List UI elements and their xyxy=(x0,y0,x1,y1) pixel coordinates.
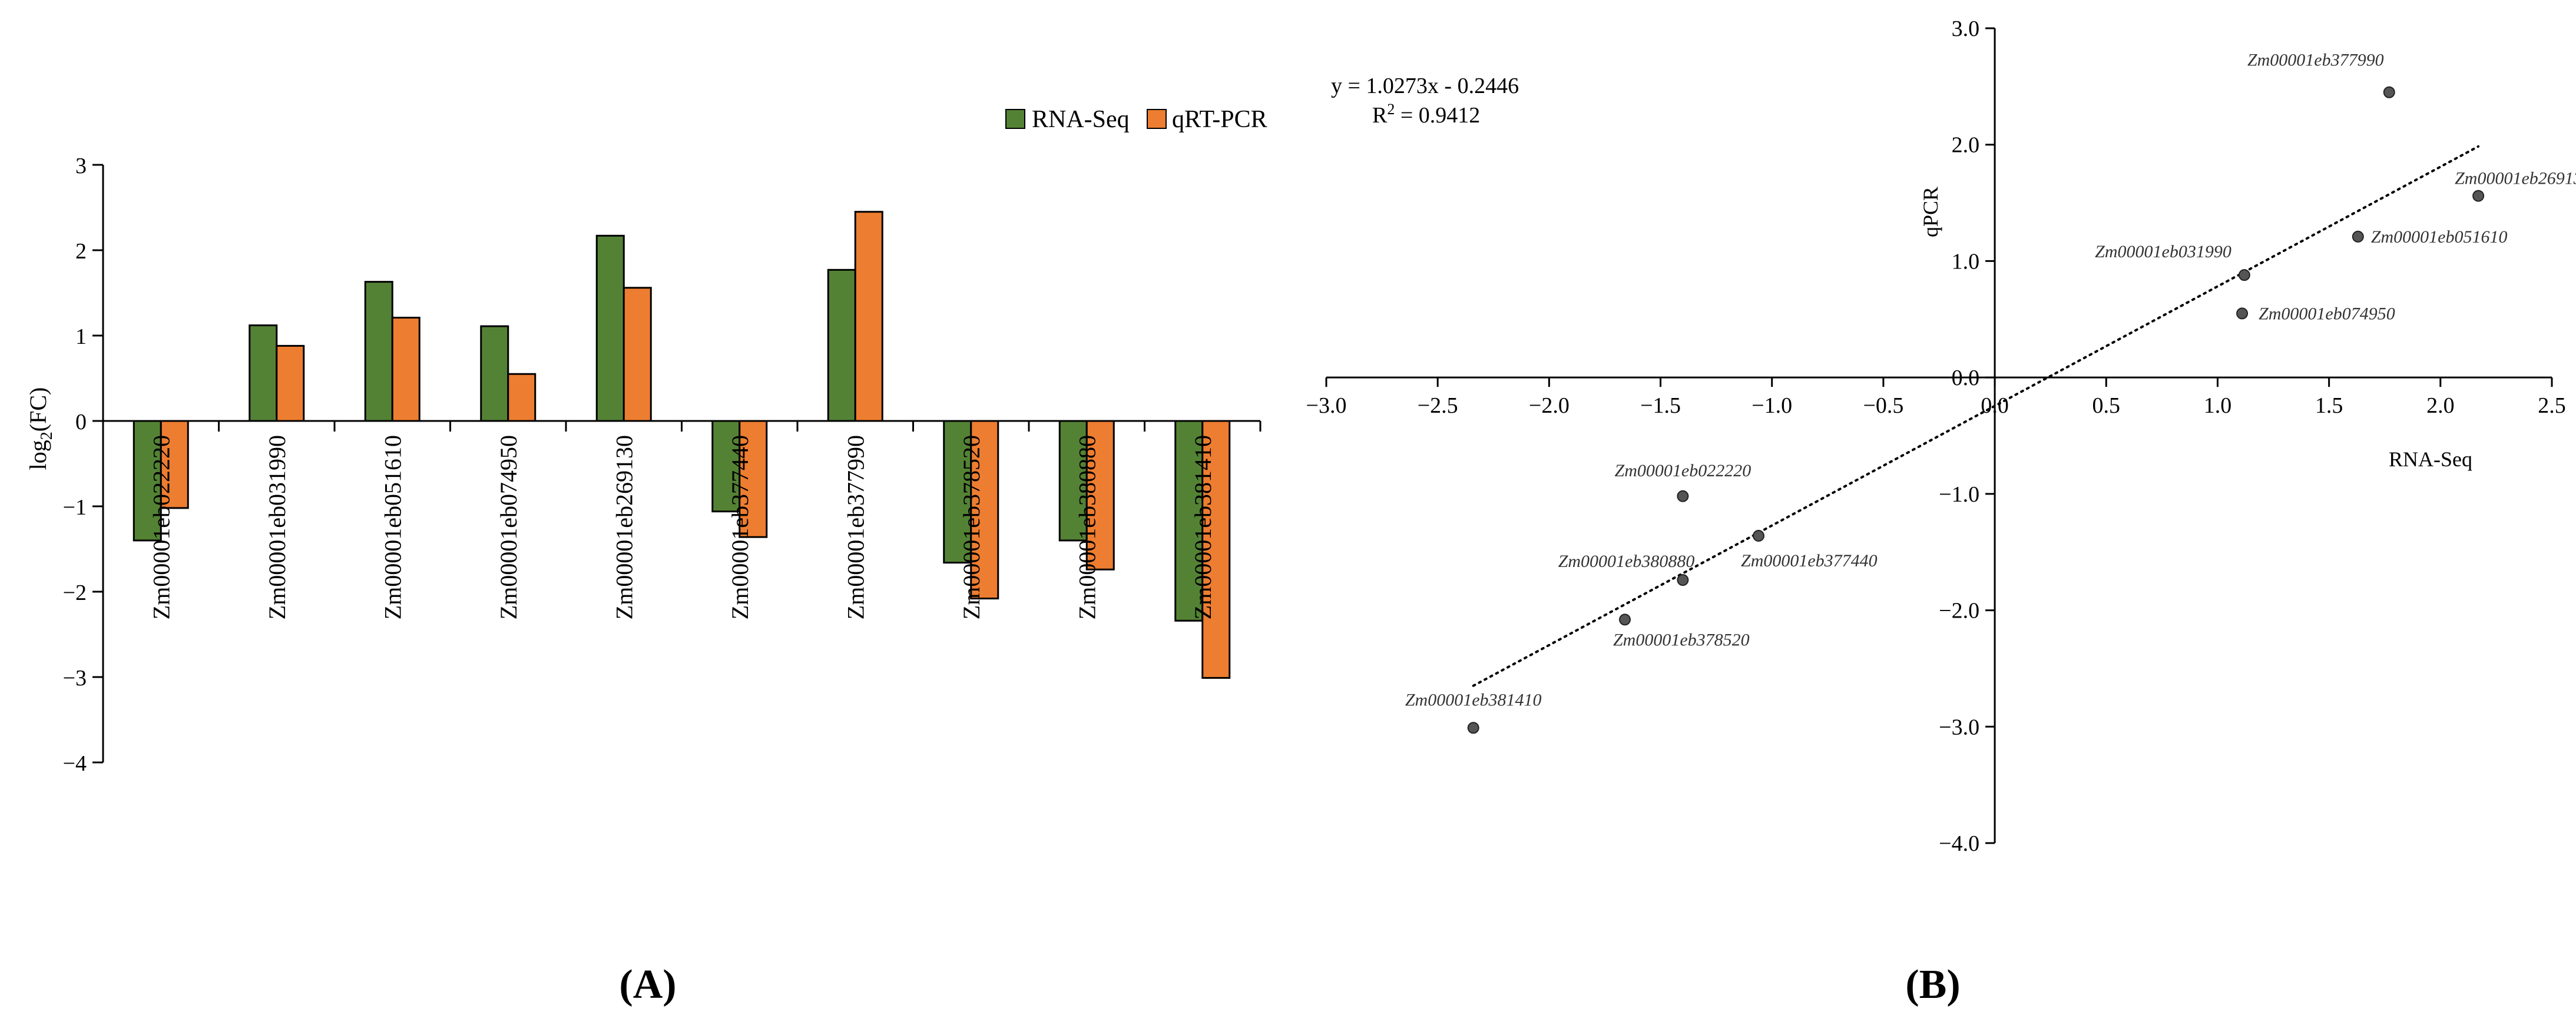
bar-y-tick-label: 2 xyxy=(75,239,87,264)
scatter-x-tick-label: 2.5 xyxy=(2538,393,2566,418)
scatter-x-tick-label: −2.5 xyxy=(1418,393,1458,418)
scatter-point-label: Zm00001eb074950 xyxy=(2259,304,2395,323)
scatter-x-tick-label: −1.0 xyxy=(1751,393,1792,418)
legend-swatch-qrt-pcr xyxy=(1147,109,1167,129)
bar-rna-seq-9 xyxy=(1174,420,1204,622)
bar-qrt-pcr-6 xyxy=(854,211,883,422)
bar-category-label: Zm00001eb051610 xyxy=(379,435,406,619)
scatter-x-axis-label: RNA-Seq xyxy=(2389,447,2472,471)
scatter-chart-panel: −3.0 −2.5 −2.0 −1.5 −1.0 −0.5 0.0 0.5 1.0 1.5 2.0 2… xyxy=(1306,16,2576,1007)
bar-qrt-pcr-2 xyxy=(391,317,420,422)
scatter-point xyxy=(2472,190,2485,202)
scatter-point-label: Zm00001eb022220 xyxy=(1615,461,1751,480)
scatter-point xyxy=(1619,613,1631,626)
scatter-y-tick-label: 0.0 xyxy=(1952,366,1980,390)
bar-rna-seq-4 xyxy=(595,234,625,422)
scatter-point-label: Zm00001eb377990 xyxy=(2247,51,2384,70)
scatter-y-tick-label: −4.0 xyxy=(1939,831,1979,856)
regression-trendline xyxy=(1472,145,2480,687)
bar-chart-y-axis-label: log2(FC) xyxy=(25,387,56,470)
scatter-x-tick-label: −0.5 xyxy=(1863,393,1903,418)
scatter-point xyxy=(1467,722,1479,734)
scatter-x-tick-label: 1.5 xyxy=(2315,393,2343,418)
bar-qrt-pcr-1 xyxy=(276,344,305,422)
bar-qrt-pcr-5 xyxy=(739,420,768,538)
bar-chart-panel: 3 2 1 0 −1 −2 −3 −4 Zm00001eb022220 Zm00001eb031… xyxy=(25,106,1267,1007)
scatter-x-tick-label: 2.0 xyxy=(2426,393,2455,418)
bar-qrt-pcr-9 xyxy=(1201,420,1231,679)
scatter-x-tick-label: 1.0 xyxy=(2204,393,2232,418)
scatter-chart-y-ticks: 3.0 2.0 1.0 0.0 −1.0 −2.0 −3.0 −4.0 xyxy=(1939,16,1995,856)
legend-swatch-rna-seq xyxy=(1005,109,1025,129)
scatter-chart-axes xyxy=(1326,28,2552,843)
scatter-y-tick-label: −2.0 xyxy=(1939,599,1979,623)
bar-y-tick-label: −3 xyxy=(63,666,87,691)
scatter-y-tick-label: 2.0 xyxy=(1952,133,1980,158)
scatter-y-tick-label: 3.0 xyxy=(1952,16,1980,41)
bar-qrt-pcr-4 xyxy=(623,287,652,422)
scatter-point-label: Zm00001eb269130 xyxy=(2455,169,2576,188)
scatter-point-label: Zm00001eb051610 xyxy=(2371,227,2508,247)
panel-label-a: (A) xyxy=(619,962,676,1007)
bar-category-label: Zm00001eb031990 xyxy=(264,435,290,619)
r-squared: R2 = 0.9412 xyxy=(1372,101,1480,128)
bar-chart-category-labels: Zm00001eb022220 Zm00001eb031990 Zm00001eb0… xyxy=(148,435,1216,619)
bar-category-label: Zm00001eb022220 xyxy=(148,435,174,619)
bar-chart-legend[interactable]: RNA-Seq qRT-PCR xyxy=(1005,106,1267,133)
bar-y-tick-label: 0 xyxy=(75,410,87,434)
bar-category-label: Zm00001eb269130 xyxy=(611,435,637,619)
scatter-y-axis-label: qPCR xyxy=(1919,187,1942,237)
legend-label-rna-seq: RNA-Seq xyxy=(1032,106,1130,133)
scatter-y-tick-label: 1.0 xyxy=(1952,249,1980,274)
bar-rna-seq-1 xyxy=(249,324,278,422)
scatter-y-tick-label: −1.0 xyxy=(1939,482,1979,507)
bar-category-ticks xyxy=(102,421,1261,432)
bar-category-label: Zm00001eb381410 xyxy=(1190,435,1216,619)
bar-chart-y-ticks: 3 2 1 0 −1 −2 −3 −4 xyxy=(63,154,103,776)
regression-equation: y = 1.0273x - 0.2446 xyxy=(1331,74,1519,98)
scatter-point xyxy=(1753,530,1765,542)
bar-qrt-pcr-8 xyxy=(1085,420,1115,570)
bar-rna-seq-3 xyxy=(480,325,509,422)
scatter-point xyxy=(2383,86,2395,98)
bar-rna-seq-6 xyxy=(827,268,856,422)
scatter-y-tick-label: −3.0 xyxy=(1939,715,1979,739)
scatter-x-tick-label: −2.0 xyxy=(1529,393,1570,418)
bar-category-label: Zm00001eb377990 xyxy=(842,435,869,619)
bar-category-label: Zm00001eb378520 xyxy=(958,435,985,619)
scatter-point xyxy=(2238,269,2250,281)
bar-y-tick-label: −2 xyxy=(63,580,87,605)
bar-y-tick-label: 3 xyxy=(75,154,87,178)
scatter-x-tick-label: −1.5 xyxy=(1640,393,1681,418)
scatter-point-label: Zm00001eb378520 xyxy=(1613,630,1750,649)
scatter-points: Zm00001eb377990 Zm00001eb269130 Zm00001eb0… xyxy=(1405,51,2576,734)
bar-rna-seq-7 xyxy=(943,420,972,564)
bar-qrt-pcr-3 xyxy=(507,373,537,422)
scatter-point-label: Zm00001eb380880 xyxy=(1558,552,1695,571)
bar-y-tick-label: 1 xyxy=(75,324,87,349)
bar-rna-seq-2 xyxy=(364,281,393,422)
bar-category-label: Zm00001eb377440 xyxy=(727,435,753,619)
scatter-point xyxy=(2236,307,2249,320)
bar-qrt-pcr-0 xyxy=(160,420,189,509)
bar-y-tick-label: −4 xyxy=(63,751,87,776)
bar-category-label: Zm00001eb380880 xyxy=(1074,435,1100,619)
scatter-point-label: Zm00001eb381410 xyxy=(1405,690,1542,709)
bar-qrt-pcr-7 xyxy=(970,420,999,600)
scatter-x-tick-label: −3.0 xyxy=(1306,393,1347,418)
panel-label-b: (B) xyxy=(1905,962,1960,1007)
bar-rna-seq-5 xyxy=(711,420,741,513)
scatter-point xyxy=(2352,230,2364,243)
legend-label-qrt-pcr: qRT-PCR xyxy=(1172,106,1267,133)
scatter-point xyxy=(1677,574,1689,586)
scatter-chart-x-ticks: −3.0−2.5−2.0−1.5−1.0−0.50.00.51.01.52.02… xyxy=(1306,377,2566,418)
scatter-point xyxy=(1677,490,1689,502)
bar-category-label: Zm00001eb074950 xyxy=(495,435,522,619)
bar-chart-bars xyxy=(133,211,1231,679)
scatter-x-tick-label: 0.5 xyxy=(2092,393,2121,418)
scatter-point-label: Zm00001eb377440 xyxy=(1741,551,1878,570)
bar-y-tick-label: −1 xyxy=(63,495,87,520)
scatter-point-label: Zm00001eb031990 xyxy=(2095,242,2231,261)
